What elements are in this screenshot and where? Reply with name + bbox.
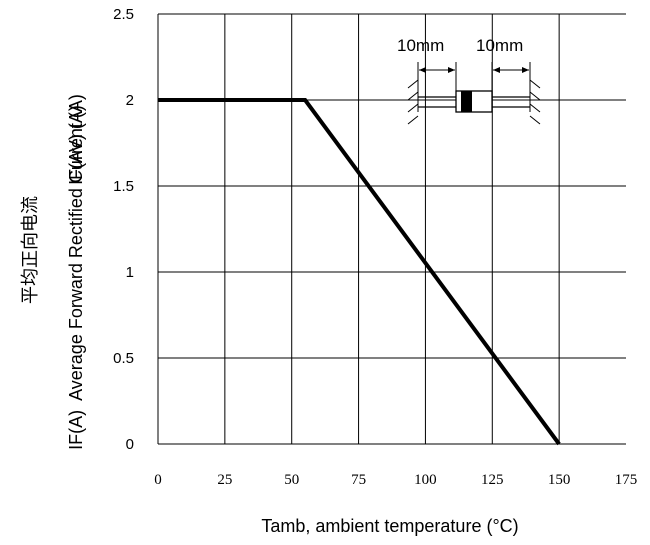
x-tick-label: 125 xyxy=(481,472,504,488)
y-axis-title: IF(A) Average Forward Rectified Current … xyxy=(66,94,86,450)
y-axis-title-symbol: IF(AV) (A) xyxy=(66,105,86,185)
x-tick-label: 150 xyxy=(548,472,571,488)
x-tick-label: 25 xyxy=(217,472,232,488)
x-axis-ticks: 0 25 50 75 100 125 150 175 xyxy=(154,472,637,488)
y-tick-label: 1 xyxy=(126,264,134,281)
derating-curve xyxy=(158,98,561,446)
y-tick-label: 2.5 xyxy=(113,6,134,23)
y-tick-label: 0 xyxy=(126,436,134,453)
series xyxy=(158,98,561,446)
y-tick-label: 1.5 xyxy=(113,178,134,195)
lead-length-inset: 10mm 10mm xyxy=(397,36,541,125)
inset-left-clamp-hatching xyxy=(407,79,419,125)
y-axis-title-chinese: 平均正向电流 xyxy=(20,196,40,304)
inset-left-dimension-label: 10mm xyxy=(397,36,444,55)
y-tick-label: 2 xyxy=(126,92,134,109)
y-tick-label: 0.5 xyxy=(113,350,134,367)
inset-right-dimension-label: 10mm xyxy=(476,36,523,55)
inset-diode-cathode-band xyxy=(461,91,472,112)
x-axis-title: Tamb, ambient temperature (°C) xyxy=(261,516,518,536)
x-tick-label: 175 xyxy=(615,472,638,488)
y-axis-ticks: 0 0.5 1 1.5 2 2.5 xyxy=(113,6,134,453)
x-tick-label: 100 xyxy=(414,472,437,488)
inset-right-clamp-hatching xyxy=(529,79,541,125)
x-tick-label: 75 xyxy=(351,472,366,488)
x-tick-label: 0 xyxy=(154,472,162,488)
x-tick-label: 50 xyxy=(284,472,299,488)
grid xyxy=(157,13,626,445)
